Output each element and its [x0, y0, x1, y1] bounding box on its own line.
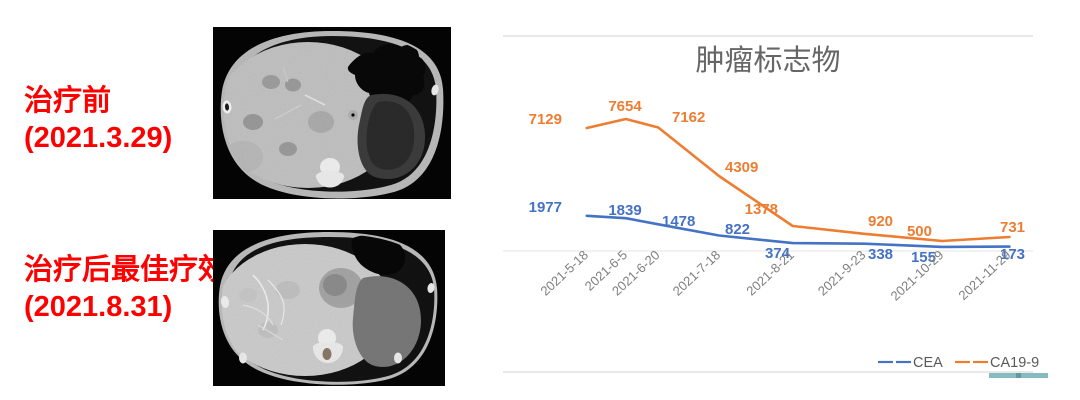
- svg-text:731: 731: [1000, 219, 1025, 236]
- svg-text:1378: 1378: [745, 201, 778, 218]
- svg-text:1977: 1977: [529, 199, 562, 216]
- svg-text:4309: 4309: [725, 159, 758, 176]
- svg-text:1839: 1839: [608, 202, 641, 219]
- svg-text:7654: 7654: [608, 98, 642, 115]
- svg-text:500: 500: [907, 223, 932, 240]
- svg-text:822: 822: [725, 221, 750, 238]
- svg-text:920: 920: [868, 213, 893, 230]
- svg-text:CEA: CEA: [913, 355, 943, 371]
- svg-text:7162: 7162: [672, 109, 705, 126]
- svg-text:肿瘤标志物: 肿瘤标志物: [695, 44, 840, 77]
- svg-text:CA19-9: CA19-9: [990, 355, 1039, 371]
- svg-text:1478: 1478: [662, 213, 695, 230]
- svg-text:2021-11-29: 2021-11-29: [955, 247, 1013, 303]
- svg-text:2021-5-18: 2021-5-18: [537, 247, 591, 298]
- svg-text:2021-7-18: 2021-7-18: [670, 247, 724, 298]
- svg-text:7129: 7129: [529, 111, 562, 128]
- svg-text:2021-9-23: 2021-9-23: [815, 247, 869, 298]
- svg-text:338: 338: [868, 246, 893, 263]
